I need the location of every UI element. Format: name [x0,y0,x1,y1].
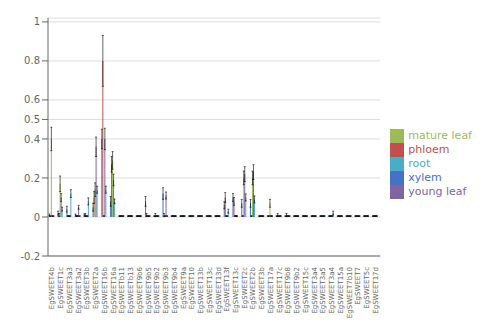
svg-text:EgSWEET5c: EgSWEET5c [363,267,371,309]
svg-text:EgSWEET13c: EgSWEET13c [232,267,240,313]
svg-text:EgSWEET1c: EgSWEET1c [57,267,65,309]
svg-text:EgSWEET9b5: EgSWEET9b5 [145,267,153,314]
svg-text:EgSWEET17d: EgSWEET17d [372,267,380,314]
svg-text:EgSWEET10: EgSWEET10 [188,267,196,309]
svg-text:EgSWEET3a2: EgSWEET3a2 [75,267,83,314]
svg-text:EgSWEET3a4: EgSWEET3a4 [311,266,319,313]
svg-text:EgSWEET3b: EgSWEET3b [258,266,266,309]
svg-text:EgSWEET17c: EgSWEET17c [276,267,284,313]
svg-text:1: 1 [34,16,40,27]
svg-text:EgSWEET3a4: EgSWEET3a4 [328,266,336,313]
svg-text:EgSWEET3b: EgSWEET3b [83,266,91,309]
svg-text:EgSWEET13f: EgSWEET13f [223,266,231,311]
svg-text:EgSWEET4b: EgSWEET4b [48,266,56,309]
svg-text:-0.2: -0.2 [20,251,40,262]
html-text:phloem: phloem [408,142,450,156]
svg-text:EgSWEET9a: EgSWEET9a [180,267,188,309]
svg-text:EgSWEETb11: EgSWEETb11 [118,267,126,314]
html-text:root: root [408,156,431,170]
svg-text:EgSWEET16a: EgSWEET16a [110,267,118,314]
svg-text:EgSWEET17a: EgSWEET17a [267,267,275,314]
svg-text:EgSWEET3a5: EgSWEET3a5 [319,267,327,314]
svg-text:EgSWEET9b6: EgSWEET9b6 [136,266,144,313]
svg-text:EgSWEET13c: EgSWEET13c [206,267,214,313]
svg-text:EgSWEET2b: EgSWEET2b [249,266,257,309]
svg-text:EgSWEET7: EgSWEET7 [354,267,362,305]
svg-text:EgSWEET9b2: EgSWEET9b2 [153,267,161,314]
svg-text:EgSWEET15a: EgSWEET15a [337,267,345,314]
svg-text:0.5: 0.5 [24,114,40,125]
svg-text:EgSWEET9b4: EgSWEET9b4 [171,266,179,313]
svg-text:0.2: 0.2 [24,173,40,184]
svg-text:EgSWEET9b8: EgSWEET9b8 [284,267,292,314]
svg-text:EgSWEET15c: EgSWEET15c [302,267,310,313]
svg-text:EgSWEET13d: EgSWEET13d [215,267,223,314]
html-text:young leaf: young leaf [408,184,467,198]
html-text:mature leaf: mature leaf [408,128,472,142]
svg-text:EgSWEET9b2: EgSWEET9b2 [293,267,301,314]
svg-text:EgSWEET2c: EgSWEET2c [241,267,249,309]
svg-text:EgSWEET16b: EgSWEET16b [101,266,109,313]
svg-text:EgSWEET9b3: EgSWEET9b3 [162,267,170,314]
svg-text:EgSWEET7b10: EgSWEET7b10 [346,267,354,318]
svg-text:EgSWEET2a: EgSWEET2a [92,267,100,309]
svg-text:EgSWEET3a3: EgSWEET3a3 [66,267,74,314]
svg-text:0.6: 0.6 [24,94,40,105]
svg-text:EgSWEET13b: EgSWEET13b [197,266,205,313]
svg-text:0.4: 0.4 [24,134,40,145]
svg-text:EgSWEETb13: EgSWEETb13 [127,267,135,314]
html-text:xylem: xylem [408,170,442,184]
svg-text:0: 0 [34,212,40,223]
svg-text:0.8: 0.8 [24,55,40,66]
